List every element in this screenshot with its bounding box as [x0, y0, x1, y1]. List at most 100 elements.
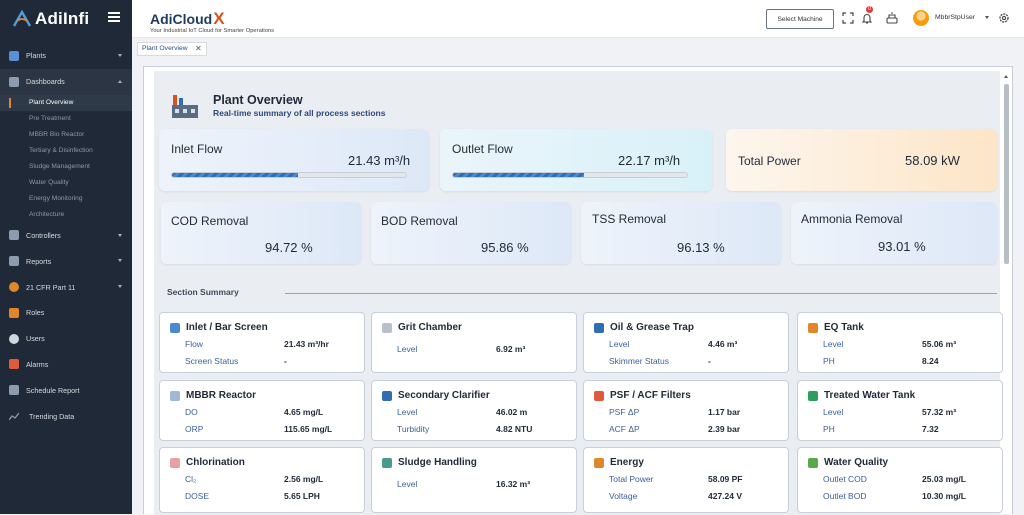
section-card: Inlet / Bar Screen Flow 21.43 m³/hr Screen …: [159, 312, 365, 373]
scroll-thumb[interactable]: [1004, 84, 1009, 264]
kpi-value: 21.43 m³/h: [348, 153, 411, 168]
sidebar-item-label: Controllers: [26, 230, 61, 240]
metric-value: 57.32 m³: [922, 407, 957, 417]
card-title: MBBR Reactor: [186, 390, 257, 401]
sidebar-subitem-mbbr-bio-reactor[interactable]: MBBR Bio Reactor: [29, 131, 85, 139]
inlet-flow-progress: [171, 172, 407, 178]
metric-value: 46.02 m: [496, 407, 528, 417]
kpi-value: 94.72 %: [265, 240, 313, 255]
sidebar-item-reports[interactable]: Reports: [0, 248, 132, 274]
kpi-inlet-flow: Inlet Flow 21.43 m³/h: [159, 129, 429, 191]
section-summary-title: Section Summary: [167, 287, 239, 297]
section-card: Secondary Clarifier Level 46.02 m Turbidity…: [371, 380, 577, 441]
clarifier-icon: [382, 390, 392, 401]
user-name[interactable]: MbbrStpUser: [935, 14, 976, 21]
sidebar-subitem-tertiary-disinfection[interactable]: Tertiary & Disinfection: [29, 147, 93, 155]
metric-value: 4.65 mg/L: [284, 407, 324, 417]
top-bar: AdiCloud X Your Industrial IoT Cloud for…: [132, 0, 1024, 38]
app-logo[interactable]: AdiInfi: [12, 7, 89, 31]
sidebar-subitem-water-quality[interactable]: Water Quality: [29, 179, 69, 187]
card-title: Grit Chamber: [398, 322, 462, 333]
page-title: Plant Overview: [213, 93, 303, 107]
kpi-label: Inlet Flow: [171, 142, 223, 156]
metric-value: 8.24: [922, 356, 939, 366]
card-title: Treated Water Tank: [824, 390, 916, 401]
metric-label: Outlet COD: [823, 474, 867, 484]
divider: [285, 293, 997, 294]
sidebar-item-schedule-report[interactable]: Schedule Report: [0, 377, 132, 403]
controller-icon: [9, 230, 19, 241]
menu-toggle-icon[interactable]: [108, 12, 120, 22]
oil-icon: [594, 322, 604, 333]
sidebar-item-label: Reports: [26, 256, 52, 266]
report-icon: [9, 256, 19, 267]
metric-label: PH: [823, 424, 835, 434]
sidebar-subitem-plant-overview[interactable]: Plant Overview: [0, 94, 132, 111]
sidebar-item-users[interactable]: Users: [0, 326, 132, 352]
sidebar-item-controllers[interactable]: Controllers: [0, 223, 132, 249]
notification-badge: 0: [866, 6, 873, 13]
card-title: Chlorination: [186, 457, 245, 468]
progress-fill: [453, 173, 585, 177]
card-header: Oil & Grease Trap: [594, 322, 694, 333]
sidebar-item-alarms[interactable]: Alarms: [0, 352, 132, 378]
schedule-icon: [9, 385, 19, 396]
sidebar-item-21-cfr-part-11[interactable]: 21 CFR Part 11: [0, 274, 132, 300]
card-header: Treated Water Tank: [808, 390, 915, 401]
card-header: Water Quality: [808, 457, 888, 468]
sidebar-item-label: 21 CFR Part 11: [26, 282, 76, 292]
card-title: PSF / ACF Filters: [610, 390, 691, 401]
ribbon-icon: [9, 282, 19, 293]
kpi-label: Outlet Flow: [452, 142, 513, 156]
kpi-bod-removal: BOD Removal 95.86 %: [371, 202, 571, 264]
screen-icon: [170, 322, 180, 333]
machine-icon[interactable]: [886, 12, 898, 24]
card-title: Sludge Handling: [398, 457, 477, 468]
sidebar-item-trending-data[interactable]: Trending Data: [0, 403, 132, 429]
outlet-flow-progress: [452, 172, 688, 178]
scrollbar[interactable]: [1004, 75, 1009, 515]
logo-text: AdiInfi: [35, 9, 90, 28]
sidebar-item-label: Roles: [26, 308, 45, 318]
metric-value: 115.65 mg/L: [284, 424, 333, 434]
chevron-down-icon[interactable]: [985, 16, 989, 19]
sidebar-subitem-architecture[interactable]: Architecture: [29, 211, 65, 219]
card-header: PSF / ACF Filters: [594, 390, 691, 401]
scroll-up-icon[interactable]: [1004, 75, 1008, 78]
section-card: EQ Tank Level 55.06 m³ PH 8.24: [797, 312, 1003, 373]
card-title: EQ Tank: [824, 322, 864, 333]
metric-label: ACF ΔP: [609, 424, 640, 434]
metric-value: -: [284, 356, 287, 366]
metric-label: PSF ΔP: [609, 407, 640, 417]
metric-label: PH: [823, 356, 835, 366]
kpi-label: Total Power: [738, 154, 801, 168]
metric-value: 10.30 mg/L: [922, 491, 966, 501]
gear-icon[interactable]: [998, 12, 1010, 24]
chevron-up-icon: [118, 79, 122, 83]
bell-icon[interactable]: [861, 12, 873, 24]
metric-label: Total Power: [609, 474, 654, 484]
card-header: MBBR Reactor: [170, 390, 256, 401]
leaf-icon: [808, 457, 818, 468]
sidebar-subitem-sludge-management[interactable]: Sludge Management: [29, 163, 90, 171]
metric-value: 55.06 m³: [922, 339, 957, 349]
avatar[interactable]: [913, 10, 929, 26]
sidebar-item-plants[interactable]: Plants: [0, 43, 132, 69]
sidebar-item-label: Schedule Report: [26, 385, 80, 395]
sidebar-item-dashboards[interactable]: Dashboards: [0, 68, 132, 95]
close-icon[interactable]: ✕: [195, 44, 202, 53]
sidebar-item-roles[interactable]: Roles: [0, 300, 132, 326]
section-card: Treated Water Tank Level 57.32 m³ PH 7.32: [797, 380, 1003, 441]
sidebar-subitem-pre-treatment[interactable]: Pre Treatment: [29, 115, 71, 123]
roles-icon: [9, 307, 19, 318]
section-card: Energy Total Power 58.09 PF Voltage 427.24 V: [583, 447, 789, 513]
chlorine-icon: [170, 457, 180, 468]
tab-plant-overview[interactable]: Plant Overview ✕: [137, 42, 207, 56]
kpi-label: BOD Removal: [381, 214, 458, 228]
sidebar-subitem-energy-monitoring[interactable]: Energy Monitoring: [29, 195, 83, 203]
card-header: Sludge Handling: [382, 457, 477, 468]
fullscreen-icon[interactable]: [842, 12, 854, 24]
select-machine-button[interactable]: Select Machine: [766, 9, 834, 29]
card-header: EQ Tank: [808, 322, 864, 333]
brand-x: X: [213, 9, 225, 28]
